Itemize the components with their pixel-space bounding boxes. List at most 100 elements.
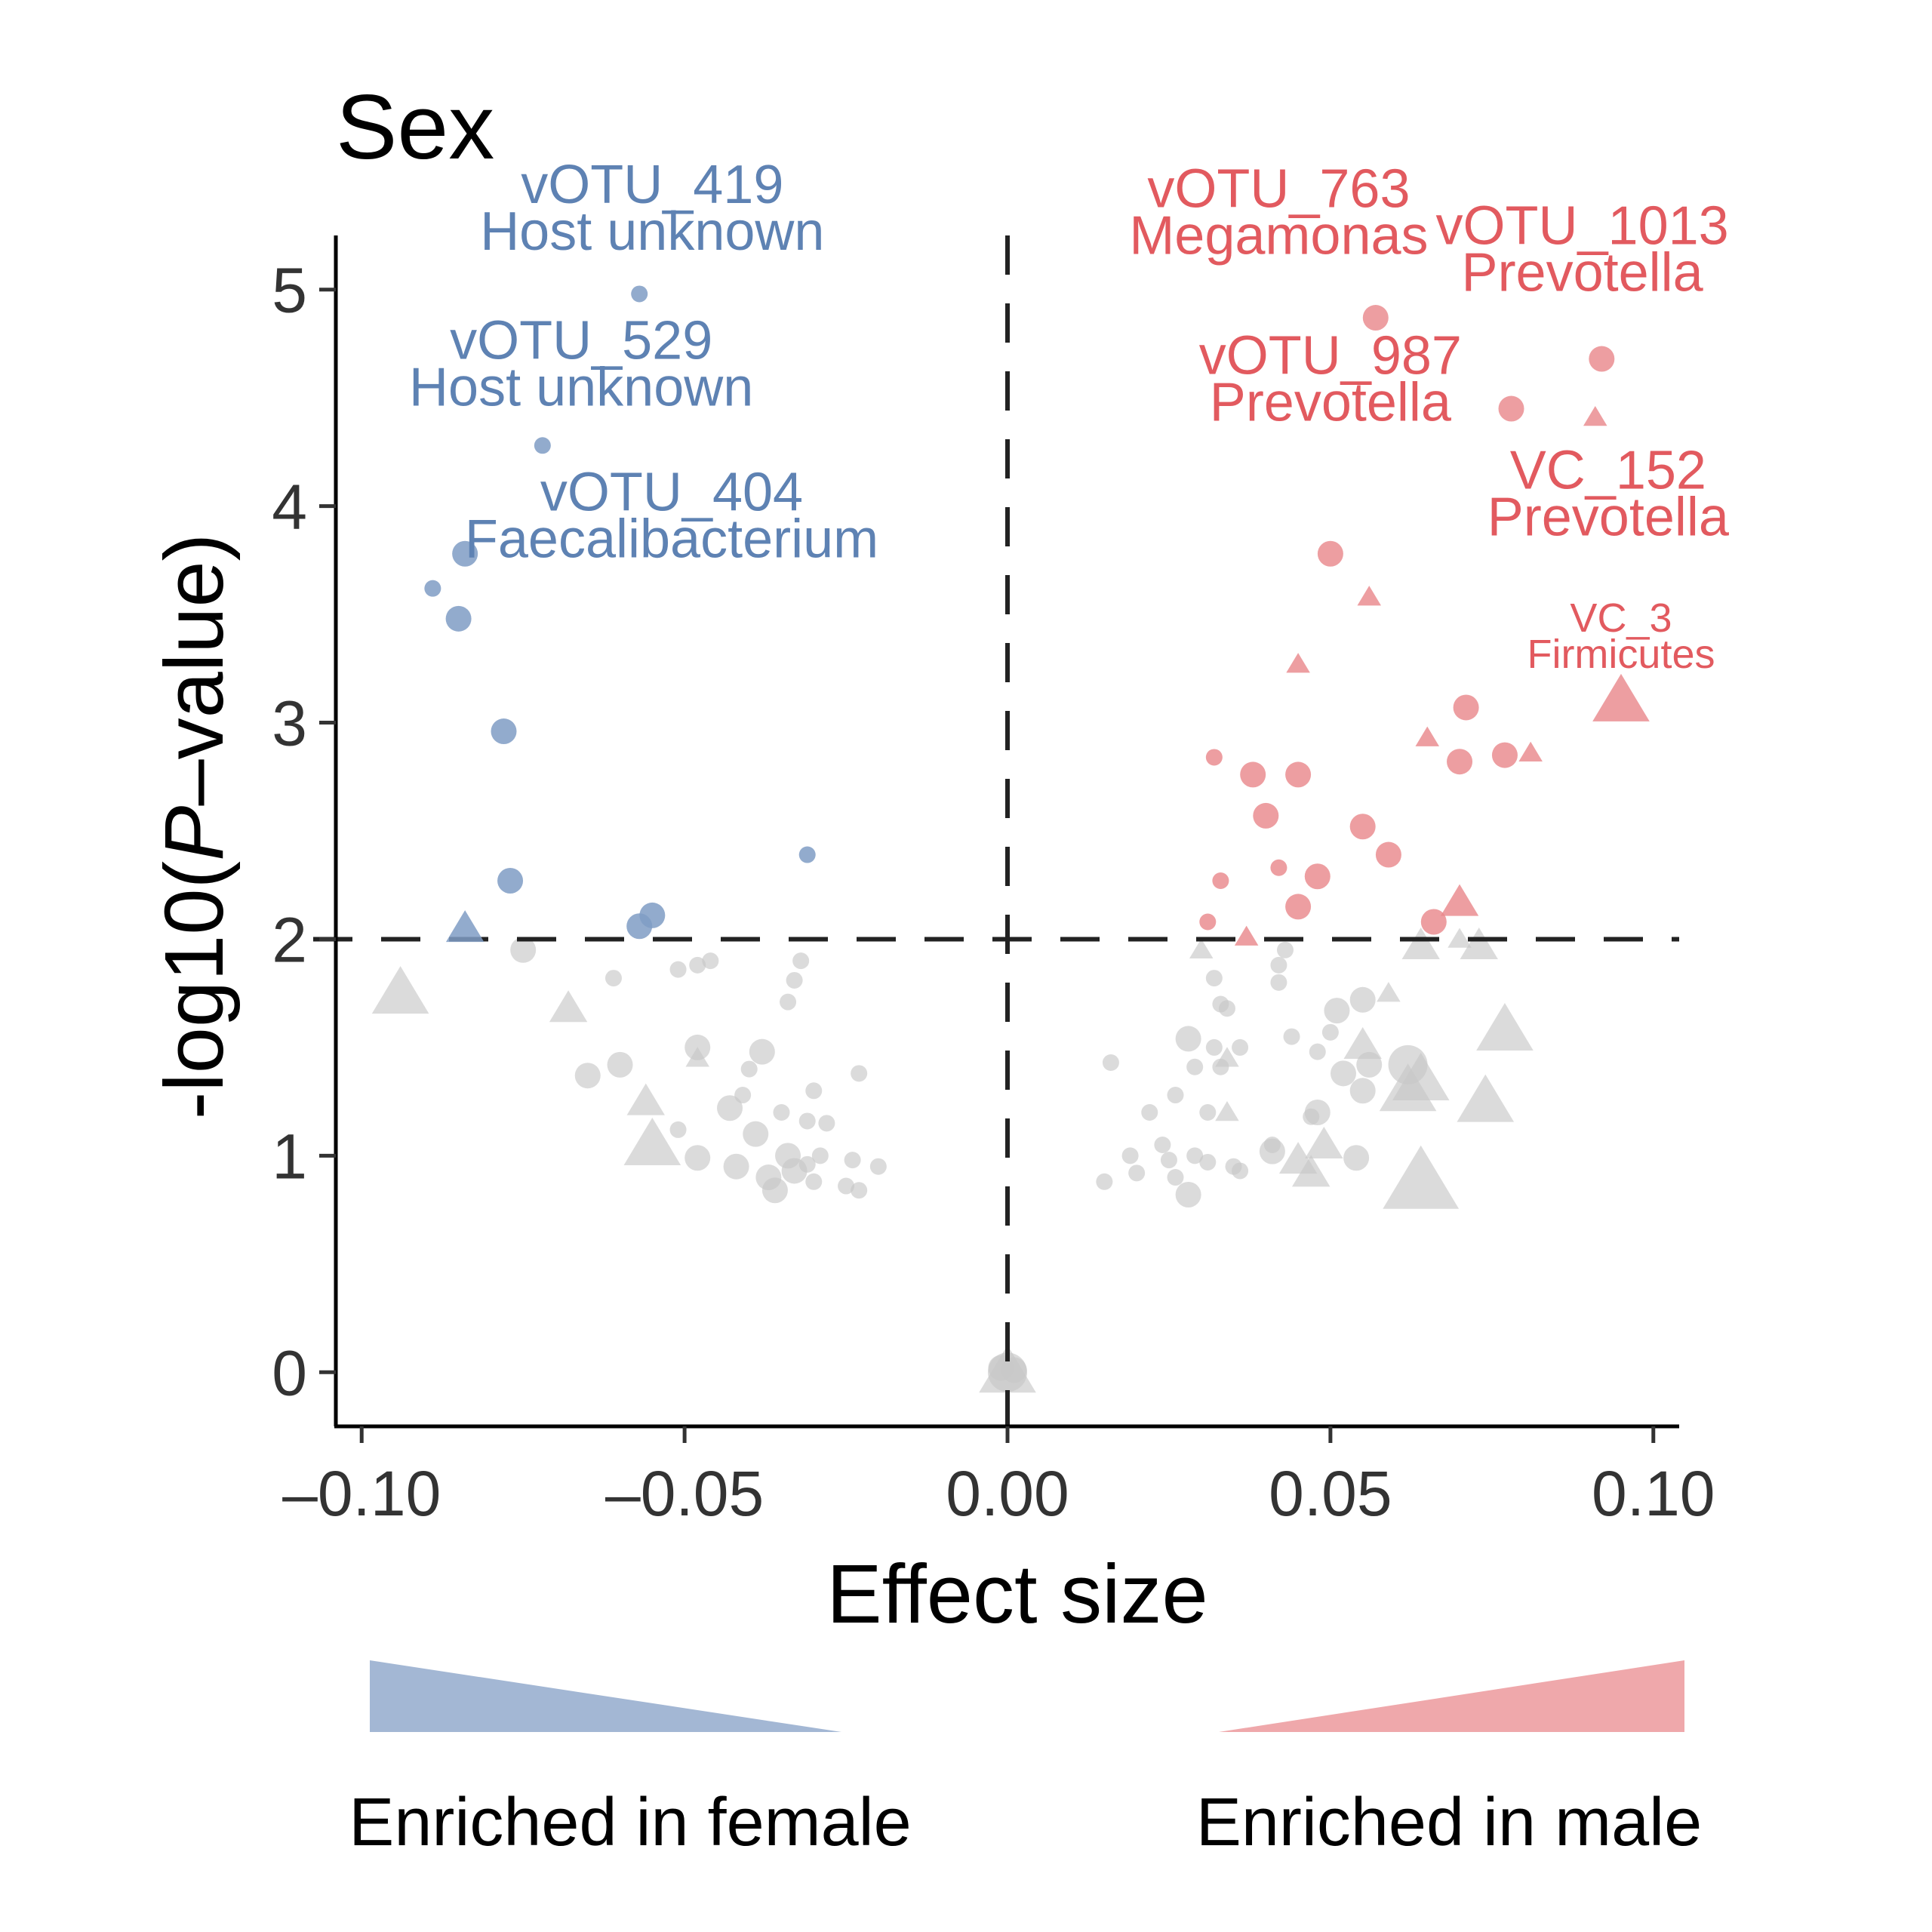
male-point	[1583, 406, 1607, 426]
point-label-id: VC_152	[1510, 441, 1706, 501]
ns-point	[851, 1065, 868, 1082]
ns-point	[743, 1121, 769, 1147]
female-point	[798, 846, 816, 863]
x-tick-label: 0.00	[946, 1458, 1069, 1529]
x-tick-label: 0.10	[1592, 1458, 1715, 1529]
ns-point	[1121, 1147, 1139, 1164]
male-point	[1285, 894, 1312, 920]
ns-point	[1160, 1152, 1177, 1169]
ns-point	[773, 1103, 790, 1121]
male-point	[1285, 761, 1312, 788]
female-point	[497, 867, 524, 894]
ns-point	[574, 1063, 601, 1089]
ns-point	[869, 1158, 887, 1175]
ns-point	[1215, 1047, 1239, 1067]
ns-point	[685, 1145, 711, 1171]
x-axis-ticks: –0.10 –0.05 0.00 0.05 0.10	[282, 1426, 1715, 1529]
ns-point	[607, 1051, 633, 1078]
ns-point	[1401, 928, 1440, 960]
ns-point	[844, 1152, 861, 1169]
ns-point	[786, 971, 803, 989]
male-enrichment-wedge	[1219, 1660, 1684, 1732]
ns-point	[723, 1153, 749, 1180]
ns-point	[1232, 1038, 1249, 1056]
point-label-id: vOTU_529	[450, 311, 712, 371]
ns-point	[805, 1173, 823, 1190]
ns-point	[734, 1087, 752, 1104]
x-tick-label: –0.05	[605, 1458, 764, 1529]
point-label-host: Host unknown	[409, 358, 753, 418]
ns-point	[1167, 1087, 1184, 1104]
female-point	[491, 718, 517, 745]
ns-point	[549, 990, 588, 1023]
male-point	[1286, 653, 1310, 673]
ns-point	[792, 952, 810, 970]
point-label-id: VC_3	[1570, 595, 1672, 641]
non-significant-points	[371, 928, 1534, 1393]
ns-point	[626, 1083, 665, 1115]
ns-point	[1141, 1103, 1158, 1121]
ns-point	[623, 1118, 681, 1166]
y-axis-ticks: 0 1 2 3 4 5	[272, 255, 336, 1408]
point-label-host: Host unknown	[480, 202, 824, 262]
point-label-host: Megamonas	[1129, 206, 1428, 266]
female-point	[424, 580, 441, 597]
point-label-id: vOTU_1013	[1436, 195, 1729, 256]
female-point	[631, 285, 648, 303]
point-label-host: Prevotella	[1210, 373, 1452, 433]
ns-point	[1128, 1164, 1146, 1182]
ns-point	[1343, 1027, 1382, 1060]
male-point	[1415, 726, 1439, 746]
female-point	[445, 910, 485, 943]
male-point	[1453, 694, 1479, 721]
legend-female-label: Enriched in female	[349, 1785, 911, 1860]
ns-point	[798, 1155, 816, 1173]
male-point	[1199, 913, 1217, 931]
ns-point	[1189, 938, 1214, 959]
ns-point	[761, 1177, 788, 1204]
ns-point	[749, 1038, 775, 1065]
ns-point	[669, 961, 687, 978]
ns-point	[702, 952, 719, 970]
male-point	[1498, 395, 1524, 422]
ns-point	[1096, 1173, 1113, 1190]
male-point	[1592, 673, 1650, 721]
ns-point	[1283, 1028, 1300, 1045]
ns-point	[1270, 956, 1287, 974]
ns-point	[717, 1095, 743, 1121]
point-label-id: vOTU_404	[540, 462, 803, 522]
legend-male-label: Enriched in male	[1196, 1785, 1702, 1860]
ns-point	[1205, 1038, 1223, 1056]
point-label-host: Prevotella	[1462, 242, 1704, 303]
ns-point	[1001, 1357, 1027, 1383]
ns-point	[605, 970, 622, 987]
male-point	[1589, 346, 1615, 372]
y-tick-label: 5	[272, 255, 307, 326]
ns-point	[851, 1182, 868, 1199]
ns-point	[1356, 1051, 1383, 1078]
ns-point	[1186, 1147, 1204, 1164]
x-tick-label: 0.05	[1269, 1458, 1392, 1529]
ns-point	[1343, 1145, 1370, 1171]
ns-point	[1447, 928, 1472, 948]
ns-point	[1276, 941, 1294, 958]
male-point	[1304, 863, 1331, 890]
point-label-id: vOTU_987	[1199, 326, 1462, 386]
point-label-host: Faecalibacterium	[465, 509, 878, 569]
ns-point	[1321, 1023, 1339, 1041]
ns-point	[1292, 1155, 1331, 1187]
ns-point	[1154, 1137, 1171, 1154]
ns-point	[1232, 1162, 1249, 1180]
ns-point	[1305, 1127, 1343, 1159]
female-point	[452, 540, 478, 567]
ns-point	[818, 1115, 835, 1132]
male-point	[1270, 859, 1287, 876]
ns-point	[1205, 970, 1223, 987]
x-tick-label: –0.10	[282, 1458, 441, 1529]
x-axis-label: Effect size	[826, 1548, 1208, 1641]
threshold-lines	[313, 235, 1679, 1426]
ns-point	[811, 1147, 829, 1164]
